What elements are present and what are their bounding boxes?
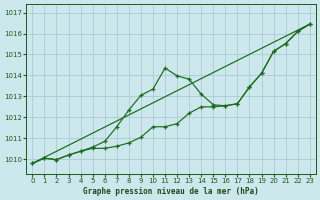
X-axis label: Graphe pression niveau de la mer (hPa): Graphe pression niveau de la mer (hPa): [83, 187, 259, 196]
